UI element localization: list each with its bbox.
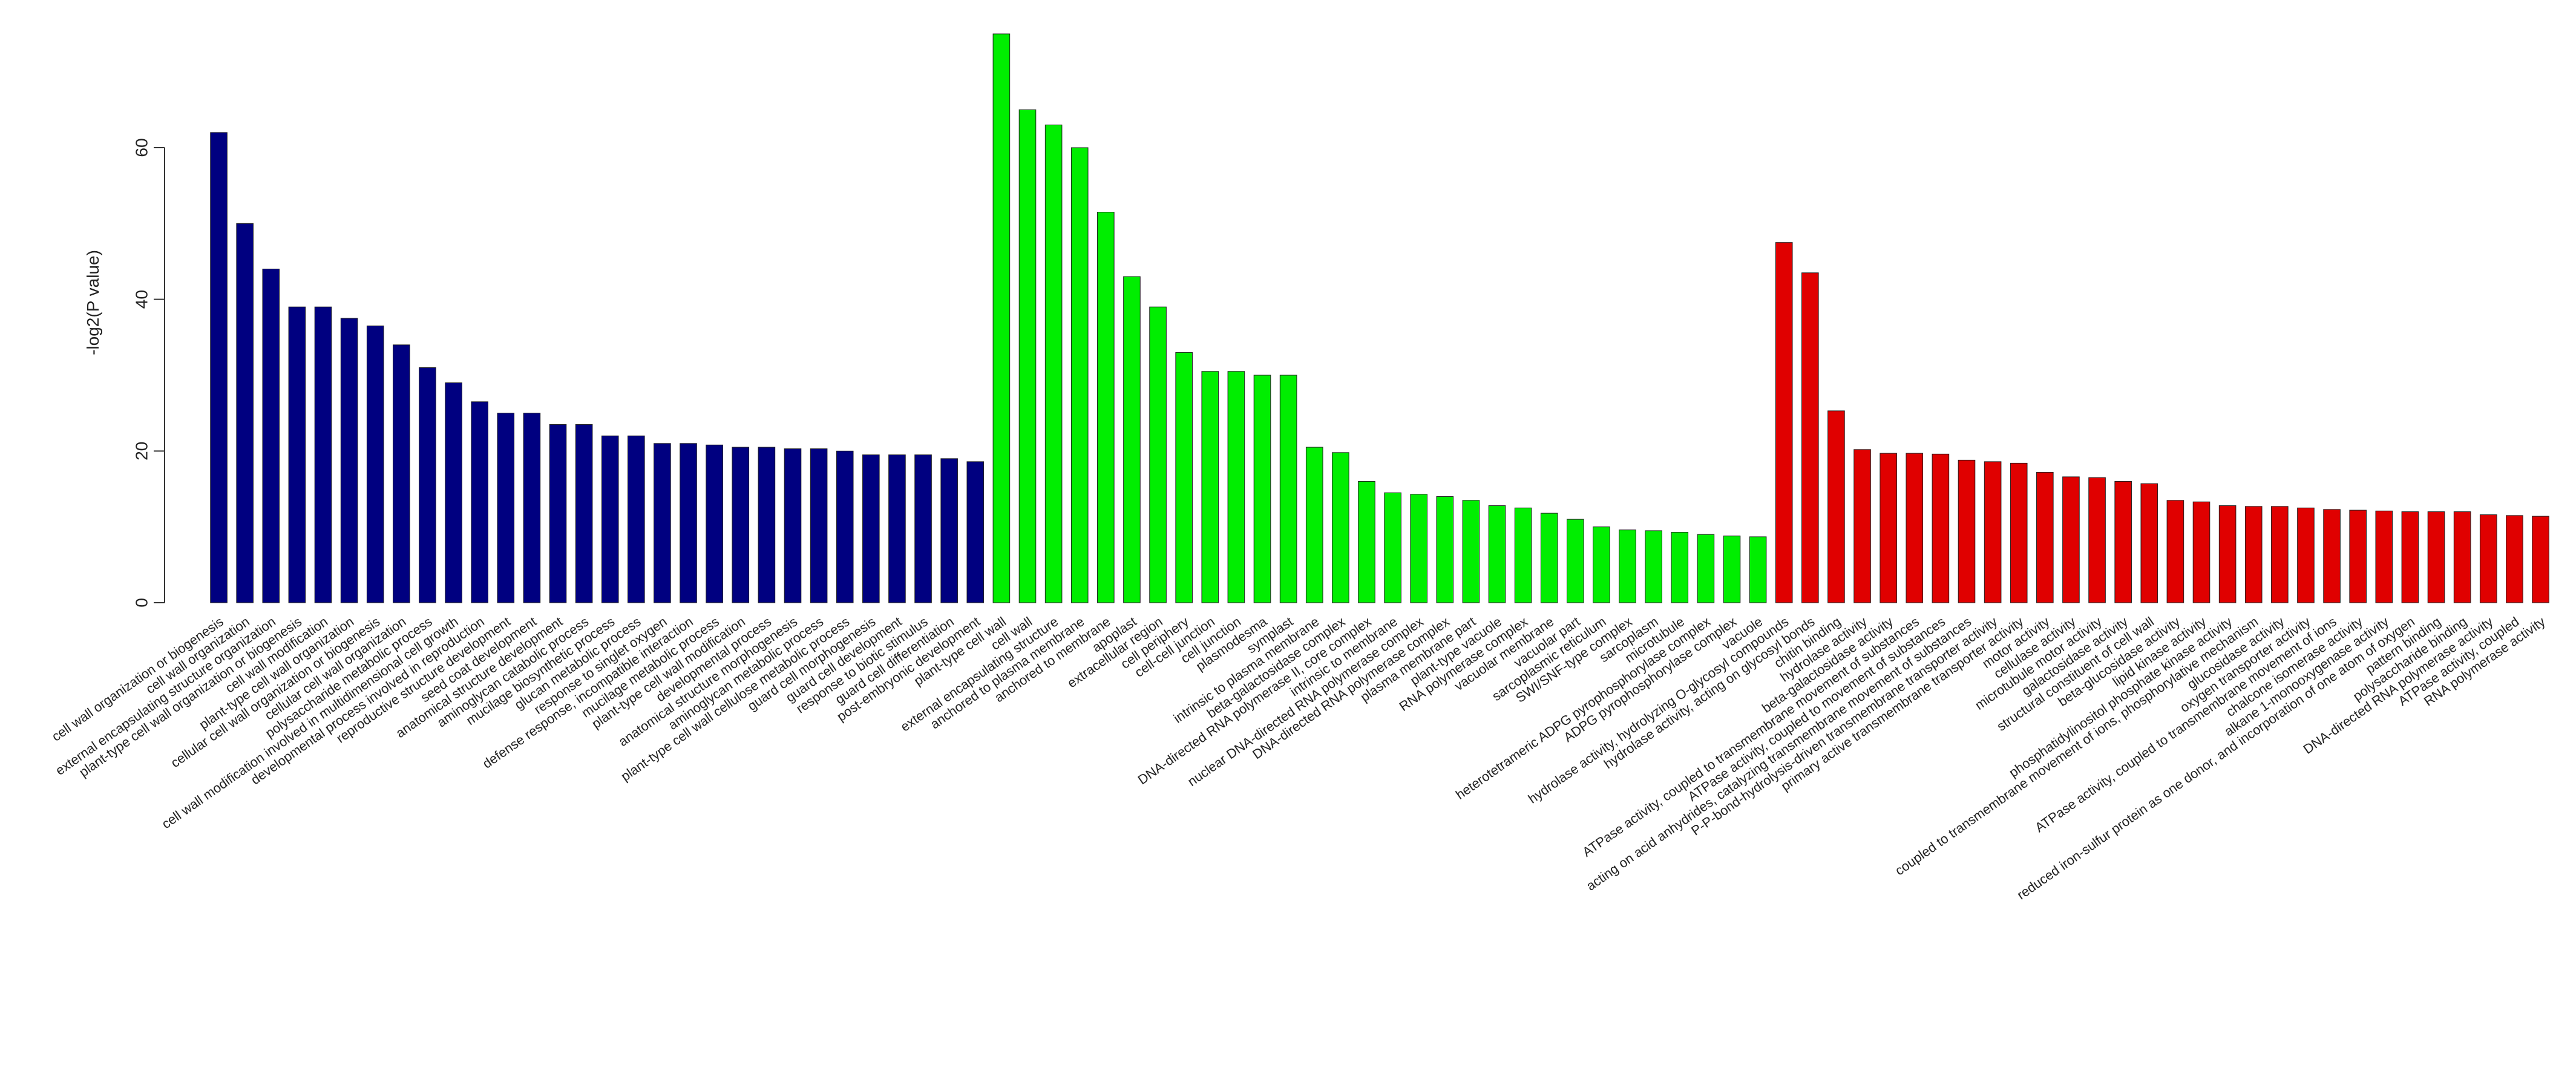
bar <box>940 458 958 603</box>
bar <box>1123 276 1141 603</box>
bar <box>1410 494 1427 603</box>
bar <box>445 382 462 603</box>
bar <box>314 306 332 603</box>
bar <box>966 461 985 603</box>
bar <box>1906 453 1924 603</box>
bar <box>758 447 776 603</box>
bar <box>1671 531 1689 603</box>
bar <box>2453 511 2471 603</box>
bar <box>471 401 488 603</box>
bar <box>628 435 645 603</box>
bar <box>2166 500 2184 603</box>
bar <box>1619 529 1636 603</box>
bar <box>914 454 932 603</box>
bar <box>288 306 306 603</box>
bar <box>706 444 723 603</box>
bar <box>1488 505 1506 603</box>
y-tick-label: 40 <box>132 290 151 309</box>
bar <box>1097 212 1115 603</box>
bar <box>1201 371 1219 603</box>
bar <box>1175 352 1193 603</box>
bar <box>2375 510 2393 603</box>
bar <box>732 447 750 603</box>
bar <box>2323 509 2341 603</box>
bar <box>236 223 254 603</box>
bar <box>2506 515 2523 603</box>
bar <box>2532 516 2549 603</box>
bar <box>2062 476 2080 603</box>
bar <box>1462 500 1480 603</box>
bar <box>1436 496 1454 603</box>
bar <box>1227 371 1245 603</box>
bar <box>2401 511 2419 603</box>
bar <box>1149 306 1167 603</box>
y-tick-label: 60 <box>132 138 151 157</box>
bar <box>1723 536 1741 603</box>
bar <box>1567 519 1584 603</box>
bar <box>992 33 1011 603</box>
bar <box>1880 453 1897 603</box>
bar <box>2349 510 2367 603</box>
bar <box>810 448 828 603</box>
bar <box>1305 447 1323 603</box>
y-tick-label: 0 <box>132 598 151 608</box>
bar <box>340 318 358 603</box>
bar <box>1827 410 1845 603</box>
bar <box>2297 507 2315 603</box>
bar <box>2218 505 2237 603</box>
bar <box>1801 272 1819 603</box>
y-tick-label: 20 <box>132 442 151 461</box>
bar <box>1775 242 1793 603</box>
bar <box>2192 501 2211 603</box>
bar <box>1932 453 1950 603</box>
bar <box>210 132 228 603</box>
bar <box>2244 506 2263 603</box>
bar <box>575 424 593 603</box>
bar <box>1384 492 1401 603</box>
bar <box>1984 461 2002 603</box>
bar <box>1749 536 1767 603</box>
bar <box>2088 477 2106 603</box>
bar <box>654 443 671 603</box>
bar <box>888 454 906 603</box>
bar <box>1645 530 1662 603</box>
bar <box>601 435 619 603</box>
bar <box>2114 480 2132 603</box>
bar <box>549 424 567 603</box>
bar <box>1332 452 1349 603</box>
bar <box>497 413 515 603</box>
bar <box>366 326 384 603</box>
bar <box>262 269 280 603</box>
bar <box>862 454 880 603</box>
bar <box>2479 514 2497 603</box>
bar <box>1540 513 1558 603</box>
bar <box>393 344 410 603</box>
bar <box>419 367 436 603</box>
bar <box>523 413 541 603</box>
bar <box>1853 449 1871 603</box>
bar <box>1044 124 1063 603</box>
bar <box>836 450 854 603</box>
bar <box>1593 526 1610 603</box>
bar <box>1070 147 1089 603</box>
y-axis-label: -log2(P value) <box>84 250 102 355</box>
bar <box>1358 480 1375 603</box>
bar <box>1697 534 1715 603</box>
bar <box>1253 375 1271 603</box>
bar <box>1958 459 1976 603</box>
bar <box>1279 375 1297 603</box>
bar <box>2010 462 2028 603</box>
bar <box>2271 506 2289 603</box>
bar <box>1514 507 1532 603</box>
bar <box>2036 471 2054 603</box>
bar <box>2427 511 2445 603</box>
bar <box>680 443 697 603</box>
bar <box>1018 109 1037 603</box>
bar <box>784 448 802 603</box>
bar <box>2140 483 2158 603</box>
